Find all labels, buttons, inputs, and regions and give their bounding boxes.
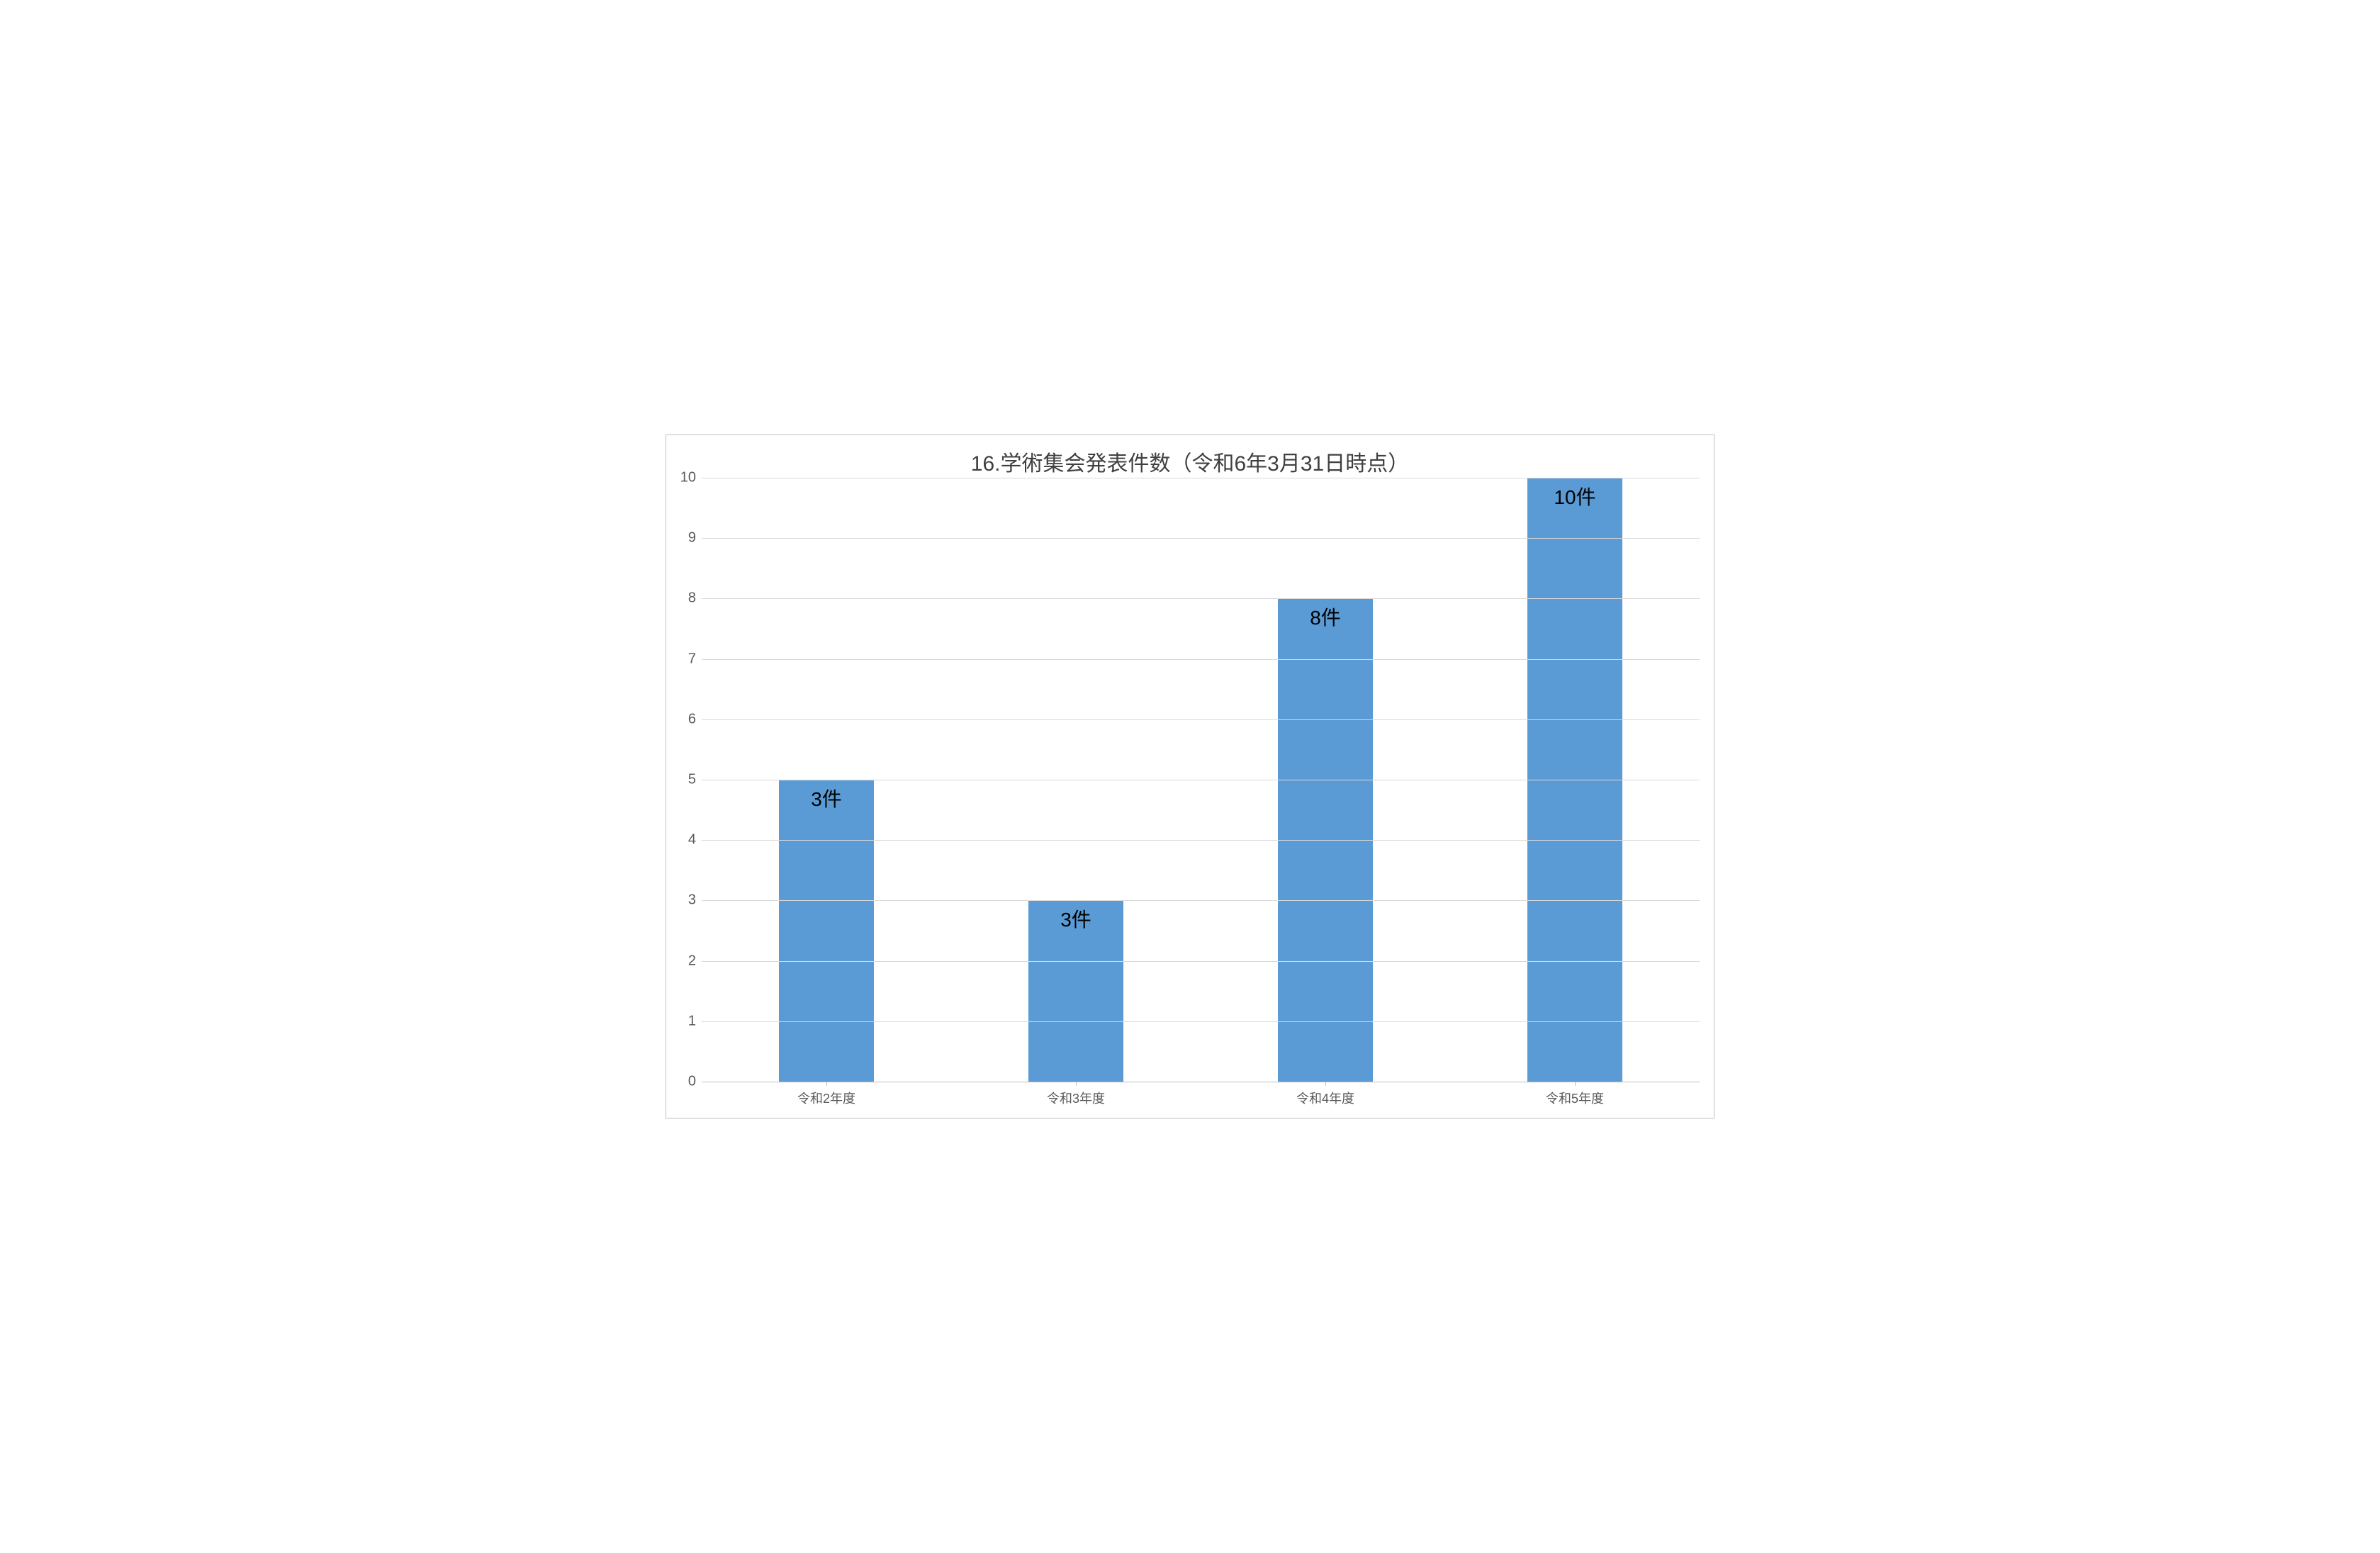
bar-value-label: 3件 — [811, 784, 842, 812]
chart-container: 16.学術集会発表件数（令和6年3月31日時点） 3件令和2年度3件令和3年度8… — [666, 434, 1714, 1119]
y-tick-label: 3 — [688, 892, 696, 909]
grid-line — [702, 598, 1700, 599]
x-tick-label: 令和5年度 — [1546, 1089, 1604, 1107]
bar-value-label: 3件 — [1060, 904, 1091, 933]
y-tick-label: 2 — [688, 953, 696, 969]
grid-line — [702, 961, 1700, 962]
bar-value-label: 10件 — [1554, 482, 1595, 510]
grid-line — [702, 538, 1700, 539]
x-tick-mark — [826, 1082, 827, 1086]
x-tick-label: 令和3年度 — [1047, 1089, 1105, 1107]
x-tick-label: 令和4年度 — [1296, 1089, 1354, 1107]
y-tick-label: 6 — [688, 711, 696, 727]
bar: 3件 — [779, 780, 874, 1082]
bar-value-label: 8件 — [1310, 602, 1341, 631]
chart-title: 16.学術集会発表件数（令和6年3月31日時点） — [666, 435, 1714, 484]
y-tick-label: 10 — [680, 470, 696, 486]
y-tick-label: 4 — [688, 832, 696, 848]
y-tick-label: 1 — [688, 1013, 696, 1029]
y-tick-label: 7 — [688, 651, 696, 667]
x-tick-mark — [1325, 1082, 1326, 1086]
x-tick-label: 令和2年度 — [797, 1089, 855, 1107]
y-tick-label: 9 — [688, 530, 696, 546]
x-tick-mark — [1575, 1082, 1576, 1086]
plot-area: 3件令和2年度3件令和3年度8件令和4年度10件令和5年度 0123456789… — [702, 478, 1700, 1082]
grid-line — [702, 1021, 1700, 1022]
bar: 3件 — [1028, 900, 1123, 1082]
y-tick-label: 8 — [688, 590, 696, 607]
grid-line — [702, 840, 1700, 841]
y-tick-label: 0 — [688, 1074, 696, 1090]
grid-line — [702, 900, 1700, 901]
grid-line — [702, 719, 1700, 720]
grid-line — [702, 659, 1700, 660]
y-tick-label: 5 — [688, 772, 696, 788]
plot-wrapper: 3件令和2年度3件令和3年度8件令和4年度10件令和5年度 0123456789… — [702, 478, 1700, 1082]
x-tick-mark — [1076, 1082, 1077, 1086]
